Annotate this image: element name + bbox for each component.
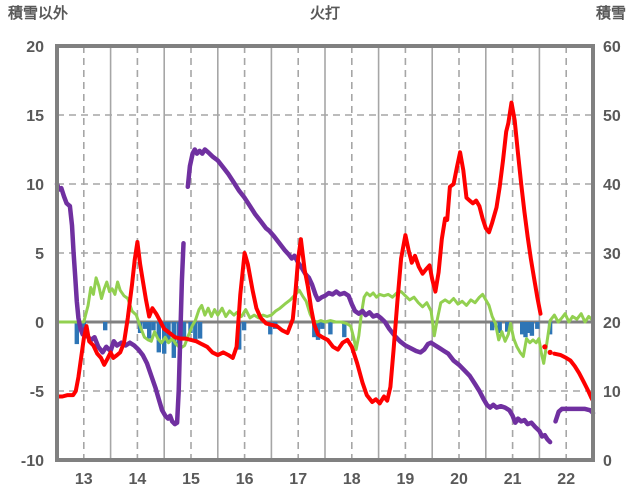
- x-axis-tick: 18: [343, 471, 361, 488]
- right-axis-title: 積雪: [595, 5, 626, 22]
- x-axis-tick: 14: [129, 471, 147, 488]
- x-axis-tick: 20: [450, 471, 468, 488]
- right-axis-tick: 0: [603, 453, 612, 470]
- chart-title: 火打: [309, 5, 340, 22]
- x-axis-tick: 15: [182, 471, 200, 488]
- green-line: [55, 276, 595, 365]
- red-line: [55, 100, 595, 406]
- right-axis-tick: 60: [603, 39, 621, 56]
- right-axis-tick: 50: [603, 108, 621, 125]
- right-axis-tick: 40: [603, 177, 621, 194]
- x-axis-tick: 17: [289, 471, 307, 488]
- x-axis-tick: 21: [504, 471, 522, 488]
- x-axis-tick: 13: [75, 471, 93, 488]
- left-axis-tick: 20: [26, 39, 44, 56]
- plot-frame: [55, 44, 595, 462]
- right-axis-tick: 20: [603, 315, 621, 332]
- x-axis-tick: 16: [236, 471, 254, 488]
- left-axis-tick: 0: [35, 315, 44, 332]
- left-axis-tick: 5: [35, 246, 44, 263]
- left-axis-tick: -10: [21, 453, 44, 470]
- left-axis-tick: -5: [30, 384, 44, 401]
- left-axis-title: 積雪以外: [8, 5, 69, 22]
- right-axis-tick: 10: [603, 384, 621, 401]
- x-axis-tick: 19: [397, 471, 415, 488]
- left-axis-tick: 10: [26, 177, 44, 194]
- purple-line: [54, 147, 596, 445]
- grid-lines: [57, 46, 593, 460]
- x-axis-tick: 22: [557, 471, 575, 488]
- right-axis-tick: 30: [603, 246, 621, 263]
- left-axis-tick: 15: [26, 108, 44, 125]
